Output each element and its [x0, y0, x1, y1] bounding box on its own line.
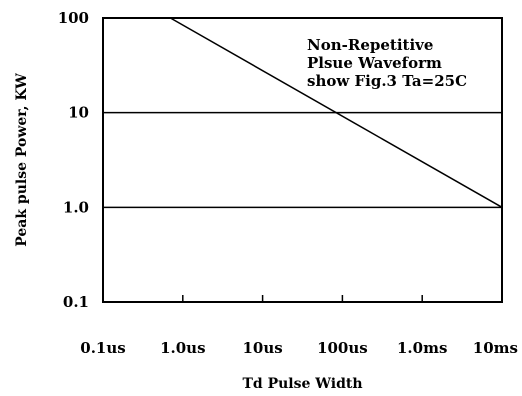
annotation-line: show Fig.3 Ta=25C: [307, 72, 467, 90]
x-tick-label: 1.0ms: [397, 339, 447, 357]
annotation-line: Plsue Waveform: [307, 54, 442, 72]
y-tick-label: 10: [68, 104, 89, 122]
series-line: [170, 17, 503, 208]
y-tick-label: 1.0: [63, 198, 89, 216]
annotation: Non-Repetitive Plsue Waveform show Fig.3…: [307, 36, 467, 90]
annotation-line: Non-Repetitive: [307, 36, 433, 54]
y-tick-label: 100: [58, 9, 89, 27]
y-tick-label: 0.1: [63, 293, 89, 311]
x-tick-label: 0.1us: [80, 339, 125, 357]
x-tick-label: 1.0us: [160, 339, 205, 357]
y-axis-tick-labels: 0.1 1.0 10 100: [58, 9, 89, 311]
grid-lines: [103, 111, 502, 209]
plot-frame: [102, 17, 503, 303]
x-tick-label: 10ms: [473, 339, 518, 357]
y-axis-label: Peak pulse Power, KW: [14, 73, 30, 247]
x-tick-label: 10us: [242, 339, 282, 357]
x-tick-label: 100us: [317, 339, 368, 357]
series-group: [170, 17, 503, 208]
x-axis-ticks: [102, 295, 503, 302]
x-axis-label: Td Pulse Width: [243, 376, 363, 392]
x-axis-tick-labels: 0.1us 1.0us 10us 100us 1.0ms 10ms: [80, 339, 518, 357]
